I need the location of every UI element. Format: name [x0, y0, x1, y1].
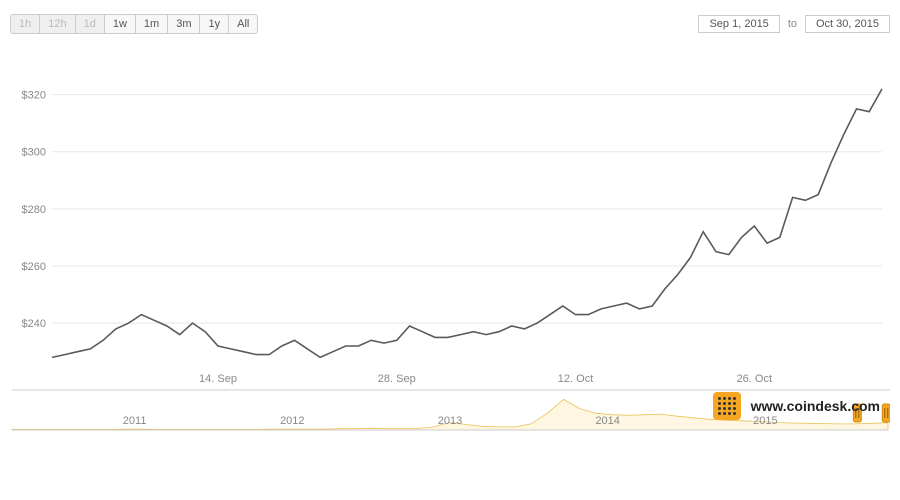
svg-text:2013: 2013	[438, 415, 462, 427]
range-button-all[interactable]: All	[228, 14, 258, 34]
navigator-handle-right[interactable]	[882, 404, 890, 422]
range-button-1d: 1d	[75, 14, 105, 34]
date-to-input[interactable]: Oct 30, 2015	[805, 15, 890, 33]
svg-text:28. Sep: 28. Sep	[378, 373, 416, 385]
svg-text:$300: $300	[22, 147, 46, 159]
coindesk-logo-icon	[713, 392, 741, 420]
svg-text:12. Oct: 12. Oct	[558, 373, 593, 385]
svg-text:26. Oct: 26. Oct	[737, 373, 772, 385]
watermark: www.coindesk.com	[713, 392, 880, 420]
svg-text:2014: 2014	[595, 415, 619, 427]
price-chart-svg: $240 $260 $280 $300 $320 14. Sep 28. Sep 12. Oc…	[10, 46, 890, 446]
range-button-group: 1h12h1d1w1m3m1yAll	[10, 14, 258, 34]
chart-toolbar: 1h12h1d1w1m3m1yAll Sep 1, 2015 to Oct 30…	[10, 12, 890, 36]
range-button-12h: 12h	[39, 14, 75, 34]
chart-area: $240 $260 $280 $300 $320 14. Sep 28. Sep 12. Oc…	[10, 46, 890, 446]
svg-text:$280: $280	[22, 204, 46, 216]
range-button-3m[interactable]: 3m	[167, 14, 200, 34]
svg-text:14. Sep: 14. Sep	[199, 373, 237, 385]
watermark-text: www.coindesk.com	[751, 398, 880, 414]
range-button-1y[interactable]: 1y	[199, 14, 229, 34]
date-to-label: to	[788, 18, 797, 30]
date-range-inputs: Sep 1, 2015 to Oct 30, 2015	[698, 15, 890, 33]
price-line	[52, 89, 882, 358]
range-button-1w[interactable]: 1w	[104, 14, 136, 34]
svg-text:$260: $260	[22, 261, 46, 273]
svg-text:2012: 2012	[280, 415, 304, 427]
date-from-input[interactable]: Sep 1, 2015	[698, 15, 779, 33]
range-button-1m[interactable]: 1m	[135, 14, 168, 34]
svg-text:$320: $320	[22, 90, 46, 102]
svg-text:2011: 2011	[123, 415, 147, 427]
svg-text:$240: $240	[22, 318, 46, 330]
range-button-1h: 1h	[10, 14, 40, 34]
